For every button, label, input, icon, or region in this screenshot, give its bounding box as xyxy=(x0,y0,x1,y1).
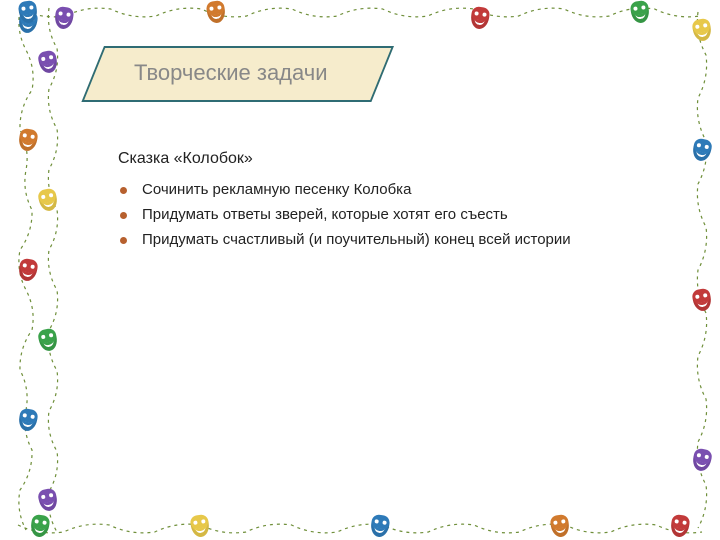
mask-icon xyxy=(691,137,713,162)
mask-icon xyxy=(37,187,59,212)
mask-icon xyxy=(37,327,59,352)
mask-icon xyxy=(17,408,39,433)
title-block: Творческие задачи xyxy=(104,32,444,112)
content-block: Сказка «Колобок» Сочинить рекламную песе… xyxy=(110,150,670,252)
mask-icon xyxy=(17,128,39,153)
bullet-item: Придумать ответы зверей, которые хотят е… xyxy=(120,203,670,228)
mask-icon xyxy=(17,258,39,283)
mask-icon xyxy=(54,6,75,30)
slide-title: Творческие задачи xyxy=(134,60,328,86)
bullet-item: Сочинить рекламную песенку Колобка xyxy=(120,178,670,203)
mask-icon xyxy=(669,514,690,539)
bullet-list: Сочинить рекламную песенку КолобкаПридум… xyxy=(120,178,670,252)
mask-icon xyxy=(691,447,713,472)
mask-icon xyxy=(691,288,713,313)
mask-icon xyxy=(29,514,50,539)
mask-icon xyxy=(369,514,390,539)
mask-icon xyxy=(549,514,570,539)
mask-icon xyxy=(17,10,39,35)
mask-icon xyxy=(37,487,59,512)
mask-icon xyxy=(37,49,59,74)
mask-icon xyxy=(189,514,210,539)
mask-icon xyxy=(630,0,651,24)
bullet-item: Придумать счастливый (и поучительный) ко… xyxy=(120,228,670,253)
mask-icon xyxy=(691,18,713,43)
mask-icon xyxy=(206,0,227,24)
mask-icon xyxy=(470,6,491,30)
subtitle: Сказка «Колобок» xyxy=(118,150,670,168)
mask-icon xyxy=(18,0,39,24)
